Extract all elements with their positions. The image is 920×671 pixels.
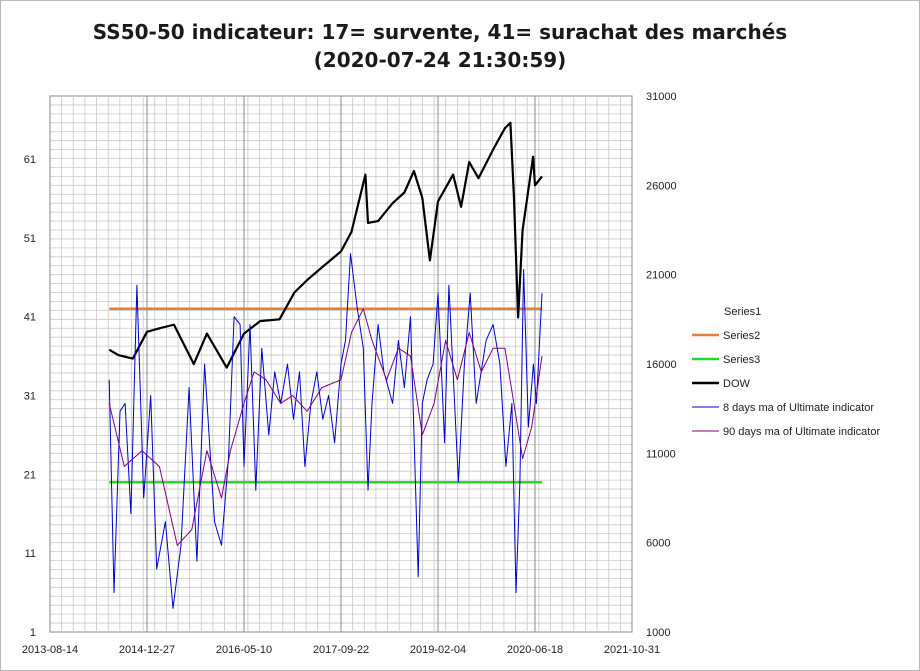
series-line-8-days-ma-of-ultimate-indicator	[108, 253, 543, 609]
legend-label: 8 days ma of Ultimate indicator	[723, 402, 874, 414]
series-line-90-days-ma-of-ultimate-indicator	[108, 308, 543, 546]
x-tick-label: 2016-05-10	[216, 644, 272, 656]
x-tick-label: 2021-10-31	[604, 644, 660, 656]
y-right-tick-label: 6000	[646, 538, 670, 550]
legend-label: Series2	[723, 330, 760, 342]
x-tick-label: 2013-08-14	[22, 644, 78, 656]
y-left-tick-label: 51	[24, 233, 36, 245]
y-left-tick-label: 11	[25, 548, 36, 560]
series-line-dow	[108, 121, 543, 369]
legend-label: Series1	[724, 306, 761, 318]
x-tick-label: 2020-06-18	[507, 644, 563, 656]
chart-title: SS50-50 indicateur: 17= survente, 41= su…	[92, 20, 788, 72]
legend-label: DOW	[723, 378, 751, 390]
y-right-tick-label: 1000	[646, 627, 670, 639]
y-left-tick-label: 21	[24, 469, 36, 481]
y-right-tick-label: 11000	[646, 448, 676, 460]
legend-label: Series3	[723, 354, 760, 366]
y-left-tick-label: 61	[24, 154, 36, 166]
x-tick-label: 2019-02-04	[410, 644, 466, 656]
x-tick-label: 2017-09-22	[313, 644, 369, 656]
y-left-tick-label: 1	[30, 627, 36, 639]
y-right-tick-label: 26000	[646, 180, 677, 192]
legend-label: 90 days ma of Ultimate indicator	[723, 426, 880, 438]
y-right-tick-label: 21000	[646, 270, 677, 282]
y-left-tick-label: 41	[24, 312, 36, 324]
y-right-tick-label: 16000	[646, 359, 677, 371]
x-tick-label: 2014-12-27	[119, 644, 175, 656]
y-right-tick-label: 31000	[646, 91, 677, 103]
y-left-tick-label: 31	[24, 391, 36, 403]
